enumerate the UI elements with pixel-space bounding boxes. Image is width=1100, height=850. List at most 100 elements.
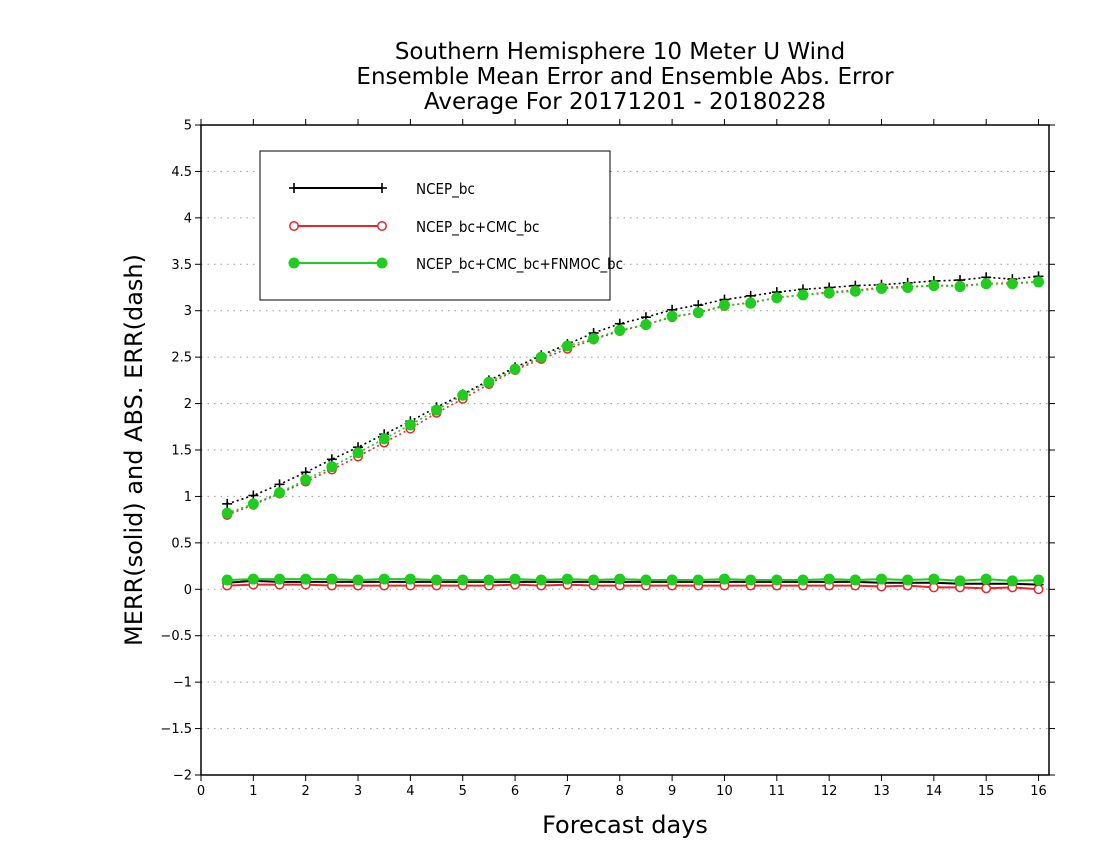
abs-err-point (771, 292, 783, 304)
merr-point (980, 573, 992, 585)
abs-err-point (274, 487, 286, 499)
merr-point (875, 573, 887, 585)
abs-err-point (640, 319, 652, 331)
y-tick-label: 2.5 (171, 351, 192, 366)
y-tick-label: 0.5 (171, 536, 192, 551)
legend-marker (377, 183, 387, 193)
abs-err-point (431, 404, 443, 416)
x-tick-label: 15 (978, 784, 995, 799)
abs-err-line (226, 275, 1039, 505)
merr-point (561, 573, 573, 585)
merr-point (823, 573, 835, 585)
y-tick-label: 5 (184, 119, 192, 134)
abs-err-point (797, 289, 809, 301)
merr-point (483, 574, 495, 586)
abs-err-point (535, 351, 547, 363)
merr-point (666, 574, 678, 586)
y-axis-tick-labels: −2 −1.5 −1 −0.5 0 0.5 1 1.5 2 2.5 3 3.5 4 4.5 5 (160, 119, 192, 784)
legend-marker (376, 257, 388, 269)
merr-point (797, 574, 809, 586)
legend-label: NCEP_bc (416, 180, 475, 199)
x-tick-label: 11 (769, 784, 786, 799)
merr-point (1006, 575, 1018, 587)
y-tick-label: 0 (184, 583, 192, 598)
merr-point (928, 573, 940, 585)
x-tick-label: 8 (616, 784, 624, 799)
axis-ticks (195, 119, 1055, 781)
merr-point (431, 574, 443, 586)
merr-point (614, 573, 626, 585)
merr-point (352, 574, 364, 586)
x-tick-label: 14 (926, 784, 943, 799)
abs-err-point (222, 498, 233, 509)
y-tick-label: 4.5 (171, 165, 192, 180)
legend-marker (377, 221, 387, 231)
merr-line (227, 579, 1039, 586)
x-tick-label: 13 (873, 784, 890, 799)
x-tick-label: 7 (563, 784, 571, 799)
abs-err-point (1006, 278, 1018, 290)
merr-point (692, 574, 704, 586)
abs-err-point (666, 310, 678, 322)
legend: NCEP_bc NCEP_bc+CMC_bc NCEP_bc+CMC_bc+FNMO… (259, 150, 623, 301)
x-tick-label: 6 (511, 784, 519, 799)
x-tick-label: 3 (354, 784, 362, 799)
x-tick-label: 5 (459, 784, 467, 799)
merr-point (404, 573, 416, 585)
abs-err-line (226, 281, 1039, 516)
abs-err-point (509, 363, 521, 375)
abs-err-point (614, 324, 626, 336)
merr-point (718, 573, 730, 585)
y-tick-label: −1.5 (160, 722, 192, 737)
abs-err-point (980, 278, 992, 290)
chart-title-line-2: Ensemble Mean Error and Ensemble Abs. Er… (356, 64, 894, 90)
merr-point (745, 574, 757, 586)
abs-err-point (849, 285, 861, 297)
y-tick-label: −2 (173, 769, 192, 784)
merr-point (457, 574, 469, 586)
abs-err-point (457, 389, 469, 401)
merr-point (326, 573, 338, 585)
merr-point (274, 573, 286, 585)
abs-err-point (718, 299, 730, 311)
abs-err-point (928, 280, 940, 292)
y-tick-label: 1.5 (171, 444, 192, 459)
merr-point (902, 574, 914, 586)
chart-title: Southern Hemisphere 10 Meter U Wind Ense… (356, 39, 894, 115)
legend-label: NCEP_bc+CMC_bc+FNMOC_bc (416, 255, 623, 274)
merr-point (1033, 584, 1044, 595)
merr-point (588, 574, 600, 586)
abs-err-point (875, 282, 887, 294)
merr-point (221, 574, 233, 586)
merr-point (535, 574, 547, 586)
abs-err-line (226, 281, 1039, 514)
y-tick-label: 2 (184, 397, 192, 412)
series-layer (221, 271, 1045, 595)
x-tick-label: 2 (302, 784, 310, 799)
merr-point (1033, 574, 1045, 586)
abs-err-point (561, 340, 573, 352)
y-tick-label: 3 (184, 304, 192, 319)
merr-point (640, 574, 652, 586)
merr-point (849, 574, 861, 586)
chart-title-line-1: Southern Hemisphere 10 Meter U Wind (395, 39, 845, 65)
x-tick-label: 4 (406, 784, 414, 799)
merr-point (771, 574, 783, 586)
abs-err-point (352, 447, 364, 459)
x-tick-label: 1 (249, 784, 257, 799)
abs-err-point (404, 419, 416, 431)
legend-item: NCEP_bc+CMC_bc (289, 218, 539, 237)
abs-err-point (1033, 276, 1045, 288)
x-axis-tick-labels: 0 1 2 3 4 5 6 7 8 9 10 11 12 13 14 15 16 (197, 784, 1047, 799)
legend-item: NCEP_bc+CMC_bc+FNMOC_bc (288, 255, 623, 274)
y-tick-label: −1 (173, 676, 192, 691)
abs-err-point (326, 461, 338, 473)
merr-point (509, 573, 521, 585)
series-0 (222, 271, 1044, 590)
legend-marker (288, 257, 300, 269)
merr-point (378, 573, 390, 585)
merr-line (227, 578, 1039, 582)
chart-title-line-3: Average For 20171201 - 20180228 (424, 89, 826, 115)
y-tick-label: 4 (184, 211, 192, 226)
